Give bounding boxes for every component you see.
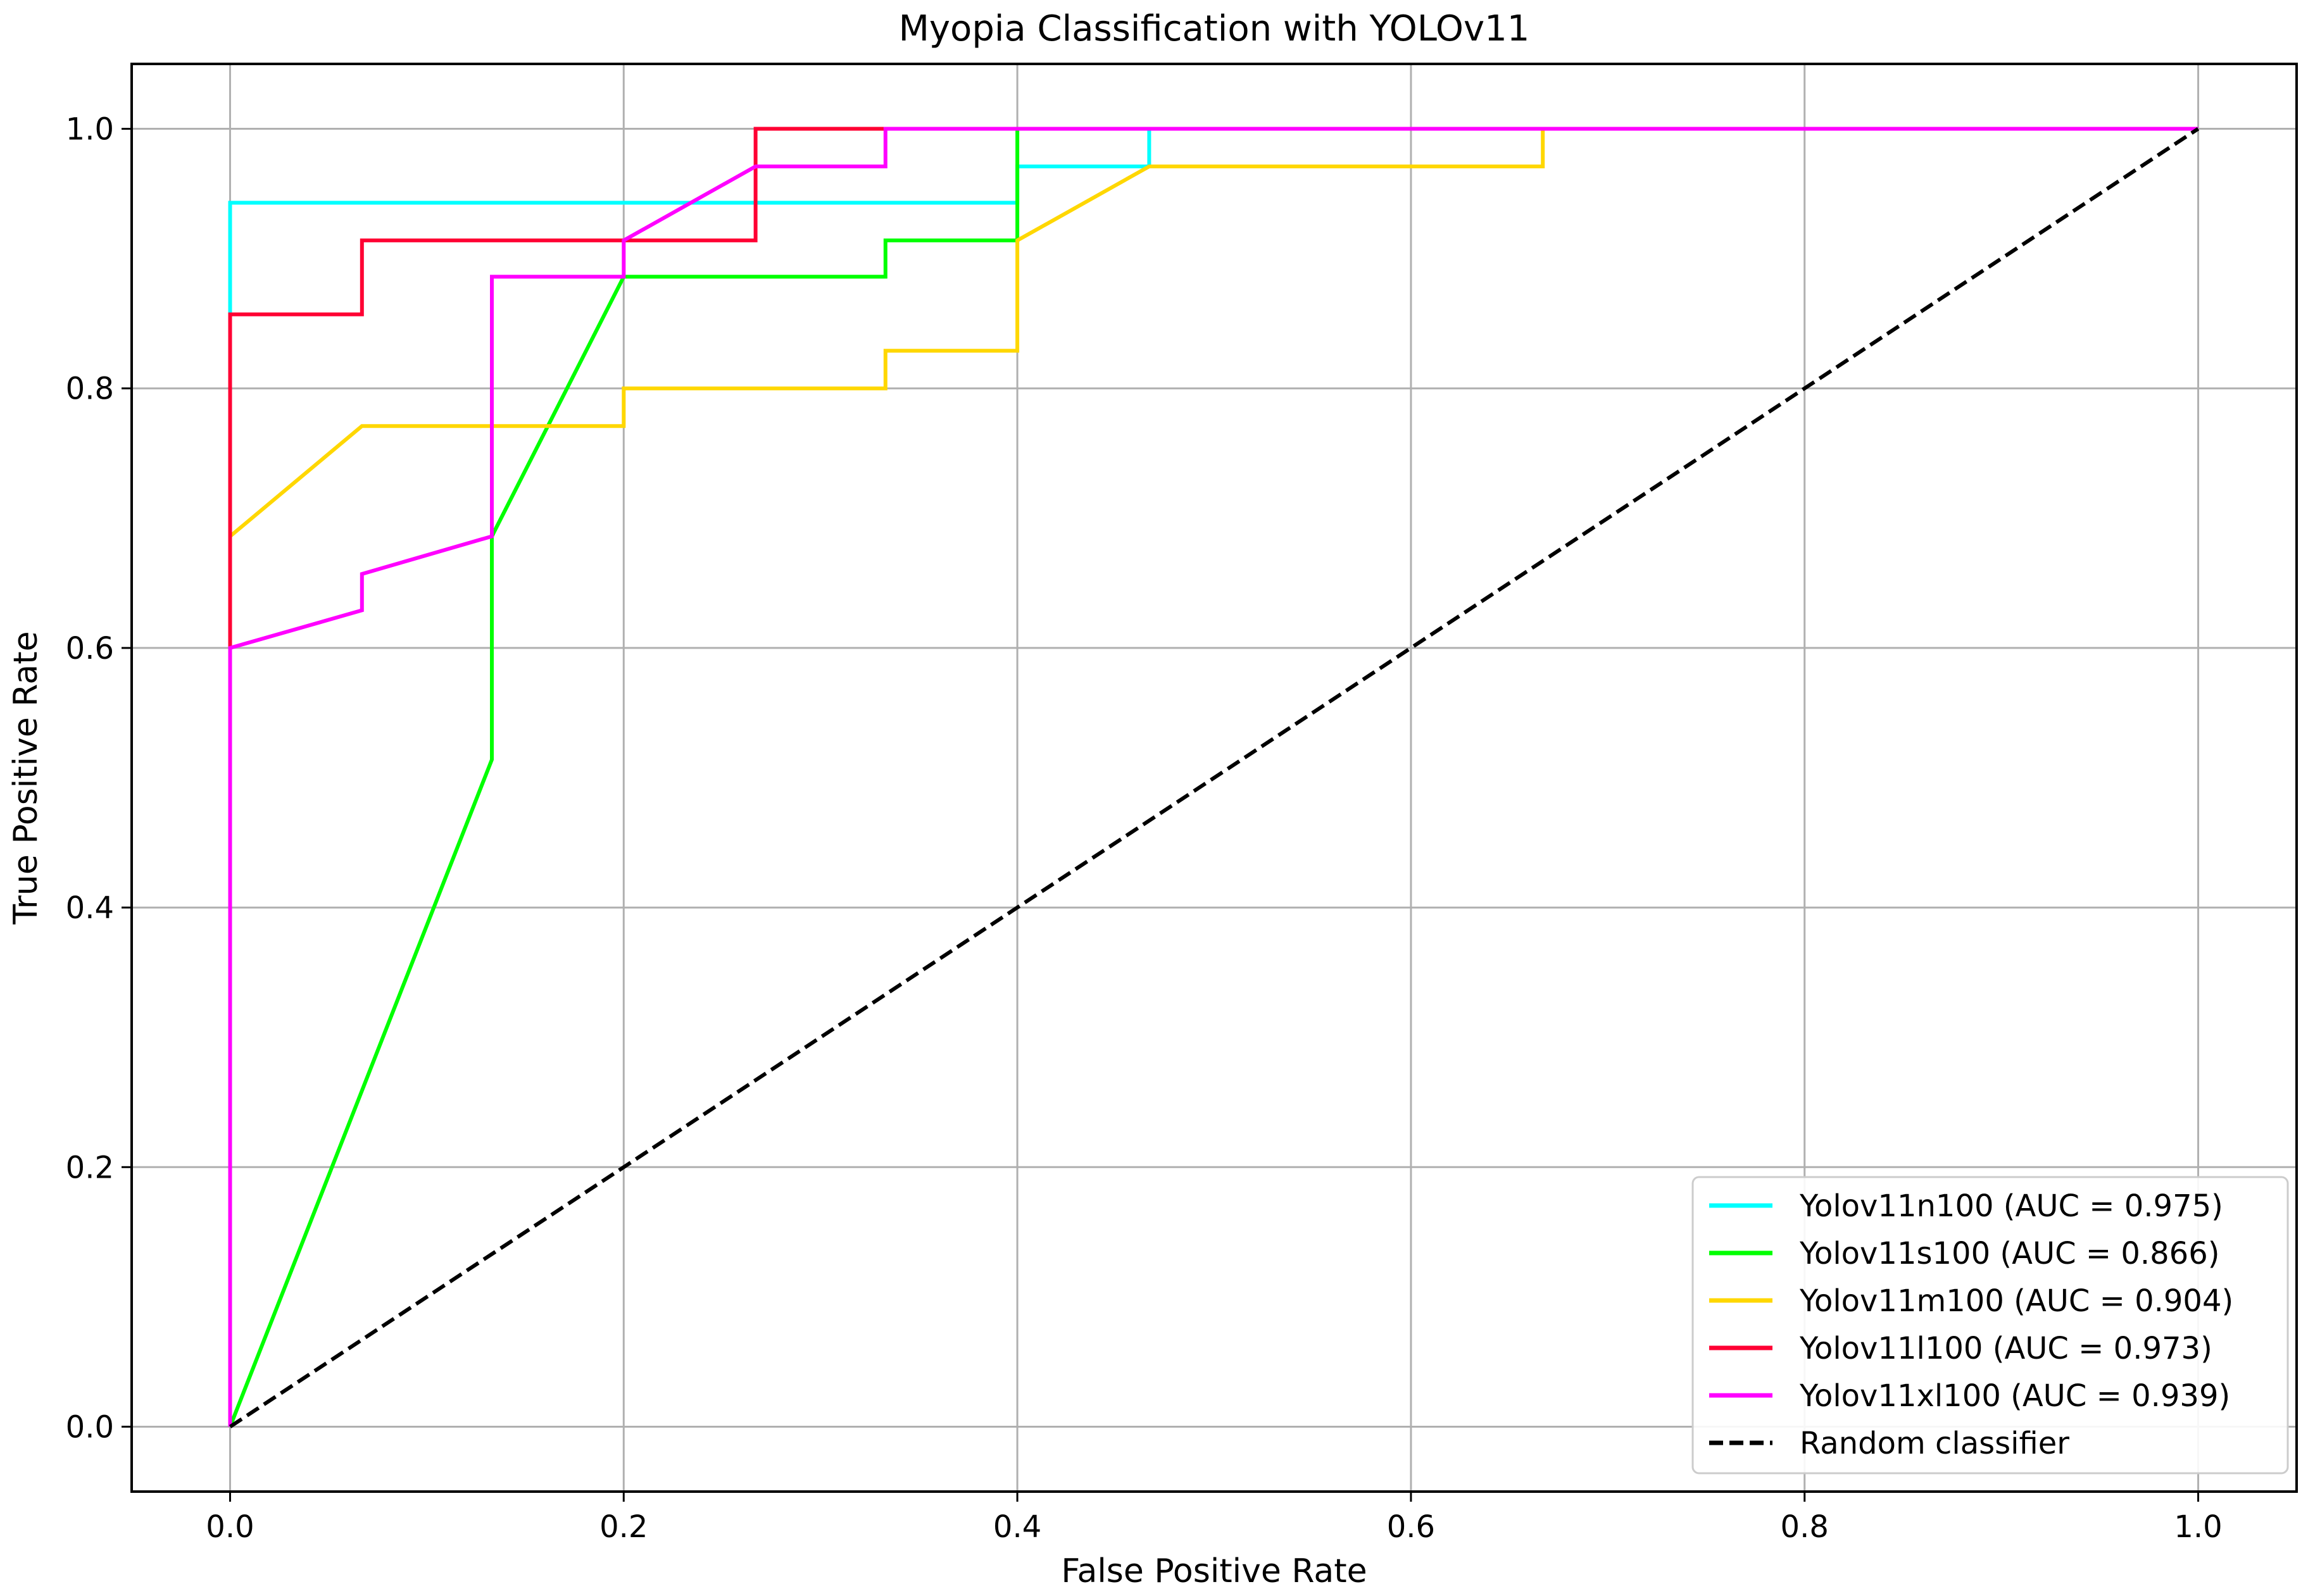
series-line-1 — [228, 127, 2198, 1428]
legend-label: Yolov11s100 (AUC = 0.866) — [1799, 1236, 2219, 1271]
series-line-4 — [228, 127, 2198, 1427]
y-tick-label: 0.0 — [66, 1409, 114, 1445]
legend-label: Yolov11l100 (AUC = 0.973) — [1799, 1331, 2212, 1366]
series-line-2 — [228, 127, 2198, 1427]
ticks: 0.0 0.2 0.4 0.6 0.8 1.0 0.0 0.2 0.4 0.6 0.8 1.0 — [66, 112, 2223, 1545]
y-tick-label: 0.6 — [66, 631, 114, 666]
legend-label: Random classifier — [1800, 1426, 2069, 1461]
legend-label: Yolov11n100 (AUC = 0.975) — [1799, 1188, 2223, 1224]
x-tick-label: 0.2 — [599, 1509, 648, 1545]
legend-label: Yolov11m100 (AUC = 0.904) — [1799, 1283, 2233, 1319]
y-tick-label: 0.4 — [66, 890, 114, 926]
chart-title: Myopia Classification with YOLOv11 — [899, 8, 1530, 49]
legend-label: Yolov11xl100 (AUC = 0.939) — [1799, 1378, 2230, 1414]
plot-frame — [130, 63, 2298, 1493]
series-line-3 — [228, 127, 2198, 1427]
x-tick-label: 1.0 — [2174, 1509, 2222, 1545]
series-lines — [228, 127, 2200, 1429]
x-tick-label: 0.6 — [1387, 1509, 1435, 1545]
x-tick-label: 0.4 — [993, 1509, 1041, 1545]
legend-box — [1691, 1176, 2289, 1474]
x-tick-label: 0.0 — [206, 1509, 254, 1545]
series-line-5 — [229, 127, 2200, 1429]
y-tick-label: 0.2 — [66, 1150, 114, 1185]
y-axis-label: True Positive Rate — [7, 631, 45, 925]
y-tick-label: 1.0 — [66, 112, 114, 147]
y-tick-label: 0.8 — [66, 371, 114, 407]
x-axis-label: False Positive Rate — [1061, 1552, 1367, 1590]
x-tick-label: 0.8 — [1781, 1509, 1829, 1545]
legend: Yolov11n100 (AUC = 0.975) Yolov11s100 (AU… — [1691, 1176, 2289, 1474]
